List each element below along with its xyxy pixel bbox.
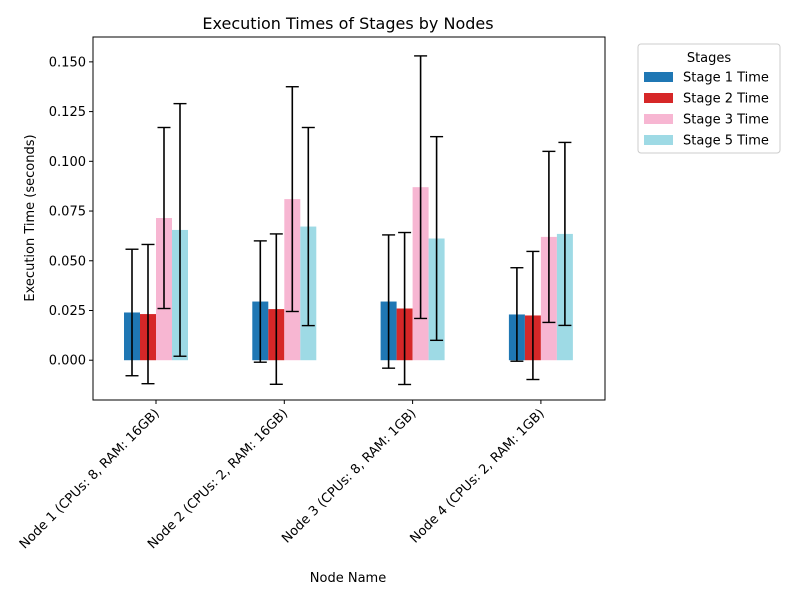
y-tick-label: 0.025 xyxy=(49,304,86,319)
y-tick-label: 0.100 xyxy=(49,155,86,170)
legend-frame xyxy=(637,43,781,154)
legend-swatch xyxy=(644,135,673,145)
x-tick-label: Node 1 (CPUs: 8, RAM: 16GB) xyxy=(17,406,163,552)
x-tick-label: Node 3 (CPUs: 8, RAM: 1GB) xyxy=(279,406,419,546)
x-tick-label: Node 2 (CPUs: 2, RAM: 16GB) xyxy=(145,406,291,552)
y-tick-label: 0.075 xyxy=(49,205,86,220)
y-axis: 0.000 0.025 0.050 0.075 0.100 0.125 0.150 xyxy=(49,55,93,369)
legend-swatch xyxy=(644,93,673,103)
y-tick-label: 0.050 xyxy=(49,254,86,269)
legend-label: Stage 1 Time xyxy=(683,71,769,86)
x-tick-label: Node 4 (CPUs: 2, RAM: 1GB) xyxy=(408,406,548,546)
legend: Stages Stage 1 Time Stage 2 Time Stage 3 T… xyxy=(637,43,781,154)
chart-title: Execution Times of Stages by Nodes xyxy=(202,14,493,33)
legend-title: Stages xyxy=(687,51,732,66)
bars-layer xyxy=(124,187,573,361)
plot-area xyxy=(92,36,606,401)
y-tick-label: 0.150 xyxy=(49,55,86,70)
legend-label: Stage 3 Time xyxy=(683,113,769,128)
x-axis: Node 1 (CPUs: 8, RAM: 16GB)Node 2 (CPUs:… xyxy=(17,400,548,552)
y-tick-label: 0.125 xyxy=(49,105,86,120)
y-axis-title: Execution Time (seconds) xyxy=(23,134,38,301)
x-axis-title: Node Name xyxy=(310,571,386,586)
legend-label: Stage 5 Time xyxy=(683,134,769,149)
errorbars-layer xyxy=(125,55,572,386)
legend-label: Stage 2 Time xyxy=(683,92,769,107)
legend-swatch xyxy=(644,114,673,124)
y-tick-label: 0.000 xyxy=(49,354,86,369)
legend-swatch xyxy=(644,72,673,82)
